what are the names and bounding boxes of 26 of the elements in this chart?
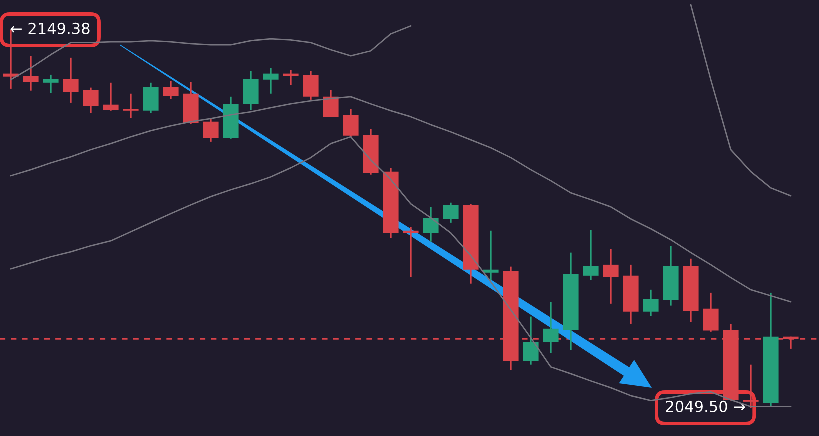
annotation: 2049.50 → xyxy=(666,400,746,412)
candlestick xyxy=(403,226,419,278)
candlestick xyxy=(163,80,179,100)
candlestick xyxy=(343,108,359,138)
candlestick xyxy=(23,55,39,92)
candlestick xyxy=(123,93,139,119)
candlestick xyxy=(483,230,499,281)
candlestick xyxy=(103,82,119,112)
candlestick xyxy=(443,202,459,224)
candlestick xyxy=(323,89,339,118)
candlestick xyxy=(143,82,159,114)
candlestick xyxy=(83,86,99,114)
candlestick xyxy=(423,206,439,243)
candlestick xyxy=(523,316,539,366)
candlestick xyxy=(303,70,319,101)
candlestick xyxy=(203,118,219,143)
candlestick xyxy=(283,69,299,86)
candlestick xyxy=(643,289,659,317)
candlestick xyxy=(703,292,719,333)
candlestick xyxy=(603,248,619,305)
candlestick xyxy=(543,301,559,354)
candlestick xyxy=(43,74,59,94)
annotation: ← 2149.38 xyxy=(10,22,90,34)
candlestick xyxy=(583,229,599,281)
candlestick xyxy=(63,57,79,104)
candlestick xyxy=(263,67,279,95)
